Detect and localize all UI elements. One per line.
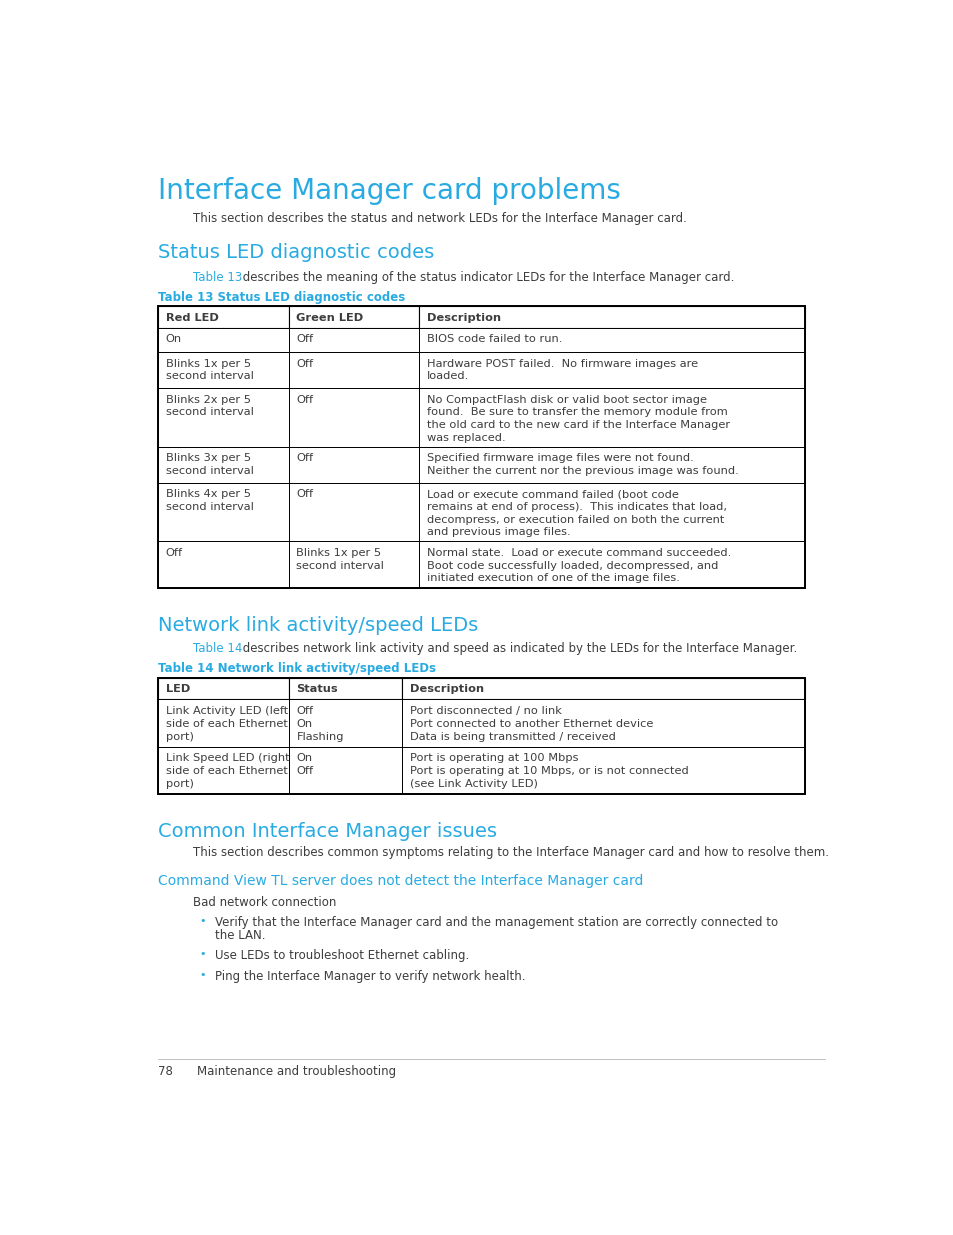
Text: Blinks 3x per 5
second interval: Blinks 3x per 5 second interval: [166, 453, 253, 475]
Bar: [158, 678, 289, 699]
Text: Network link activity/speed LEDs: Network link activity/speed LEDs: [158, 616, 477, 635]
Text: Description: Description: [427, 312, 500, 322]
Bar: [158, 541, 289, 589]
Text: Off
On
Flashing: Off On Flashing: [296, 706, 344, 741]
Text: Port is operating at 100 Mbps
Port is operating at 10 Mbps, or is not connected
: Port is operating at 100 Mbps Port is op…: [409, 753, 688, 789]
Bar: [419, 306, 804, 327]
Text: Table 13 Status LED diagnostic codes: Table 13 Status LED diagnostic codes: [158, 290, 405, 304]
Text: Blinks 1x per 5
second interval: Blinks 1x per 5 second interval: [166, 358, 253, 382]
Text: LED: LED: [166, 684, 190, 694]
Text: Blinks 2x per 5
second interval: Blinks 2x per 5 second interval: [166, 394, 253, 417]
Text: Use LEDs to troubleshoot Ethernet cabling.: Use LEDs to troubleshoot Ethernet cablin…: [214, 950, 468, 962]
Bar: [158, 306, 804, 589]
Text: describes network link activity and speed as indicated by the LEDs for the Inter: describes network link activity and spee…: [239, 642, 797, 656]
Text: Link Speed LED (right
side of each Ethernet
port): Link Speed LED (right side of each Ether…: [166, 753, 289, 789]
Bar: [401, 699, 804, 747]
Text: Verify that the Interface Manager card and the management station are correctly : Verify that the Interface Manager card a…: [214, 915, 777, 929]
Bar: [419, 447, 804, 483]
Text: Description: Description: [409, 684, 483, 694]
Text: Command View TL server does not detect the Interface Manager card: Command View TL server does not detect t…: [158, 874, 642, 888]
Text: •: •: [199, 950, 205, 960]
Bar: [289, 447, 419, 483]
Bar: [289, 306, 419, 327]
Bar: [289, 699, 401, 747]
Bar: [289, 483, 419, 541]
Text: Status LED diagnostic codes: Status LED diagnostic codes: [158, 243, 434, 262]
Bar: [158, 352, 289, 388]
Text: On: On: [166, 335, 182, 345]
Text: Red LED: Red LED: [166, 312, 218, 322]
Bar: [289, 388, 419, 447]
Text: This section describes the status and network LEDs for the Interface Manager car: This section describes the status and ne…: [193, 212, 686, 225]
Bar: [419, 388, 804, 447]
Bar: [289, 541, 419, 589]
Text: No CompactFlash disk or valid boot sector image
found.  Be sure to transfer the : No CompactFlash disk or valid boot secto…: [427, 394, 730, 443]
Bar: [158, 678, 804, 794]
Bar: [158, 699, 289, 747]
Text: Maintenance and troubleshooting: Maintenance and troubleshooting: [196, 1066, 395, 1078]
Bar: [419, 483, 804, 541]
Text: BIOS code failed to run.: BIOS code failed to run.: [427, 335, 562, 345]
Text: Table 13: Table 13: [193, 270, 242, 284]
Text: Off: Off: [296, 358, 314, 368]
Bar: [158, 447, 289, 483]
Text: Hardware POST failed.  No firmware images are
loaded.: Hardware POST failed. No firmware images…: [427, 358, 698, 382]
Text: Blinks 1x per 5
second interval: Blinks 1x per 5 second interval: [296, 548, 384, 571]
Bar: [289, 747, 401, 794]
Text: On
Off: On Off: [296, 753, 314, 776]
Text: Normal state.  Load or execute command succeeded.
Boot code successfully loaded,: Normal state. Load or execute command su…: [427, 548, 731, 583]
Text: This section describes common symptoms relating to the Interface Manager card an: This section describes common symptoms r…: [193, 846, 828, 860]
Text: describes the meaning of the status indicator LEDs for the Interface Manager car: describes the meaning of the status indi…: [239, 270, 734, 284]
Text: Blinks 4x per 5
second interval: Blinks 4x per 5 second interval: [166, 489, 253, 511]
Bar: [401, 747, 804, 794]
Bar: [419, 352, 804, 388]
Text: Off: Off: [296, 489, 314, 499]
Bar: [158, 306, 289, 327]
Bar: [289, 327, 419, 352]
Text: the LAN.: the LAN.: [214, 929, 265, 942]
Text: Off: Off: [296, 394, 314, 405]
Text: Common Interface Manager issues: Common Interface Manager issues: [158, 821, 497, 841]
Text: 78: 78: [158, 1066, 172, 1078]
Text: Off: Off: [296, 335, 314, 345]
Bar: [158, 327, 289, 352]
Text: Off: Off: [166, 548, 183, 558]
Text: Load or execute command failed (boot code
remains at end of process).  This indi: Load or execute command failed (boot cod…: [427, 489, 726, 537]
Text: Bad network connection: Bad network connection: [193, 895, 335, 909]
Bar: [419, 541, 804, 589]
Text: Table 14: Table 14: [193, 642, 242, 656]
Text: Port disconnected / no link
Port connected to another Ethernet device
Data is be: Port disconnected / no link Port connect…: [409, 706, 653, 741]
Bar: [158, 747, 289, 794]
Text: •: •: [199, 969, 205, 979]
Text: Off: Off: [296, 453, 314, 463]
Text: Table 14 Network link activity/speed LEDs: Table 14 Network link activity/speed LED…: [158, 662, 436, 676]
Bar: [401, 678, 804, 699]
Text: Specified firmware image files were not found.
Neither the current nor the previ: Specified firmware image files were not …: [427, 453, 739, 475]
Text: Green LED: Green LED: [296, 312, 363, 322]
Bar: [289, 678, 401, 699]
Bar: [158, 388, 289, 447]
Text: Link Activity LED (left
side of each Ethernet
port): Link Activity LED (left side of each Eth…: [166, 706, 288, 741]
Text: •: •: [199, 915, 205, 925]
Text: Ping the Interface Manager to verify network health.: Ping the Interface Manager to verify net…: [214, 969, 524, 983]
Bar: [289, 352, 419, 388]
Bar: [158, 483, 289, 541]
Text: Interface Manager card problems: Interface Manager card problems: [158, 177, 620, 205]
Bar: [419, 327, 804, 352]
Text: Status: Status: [296, 684, 337, 694]
